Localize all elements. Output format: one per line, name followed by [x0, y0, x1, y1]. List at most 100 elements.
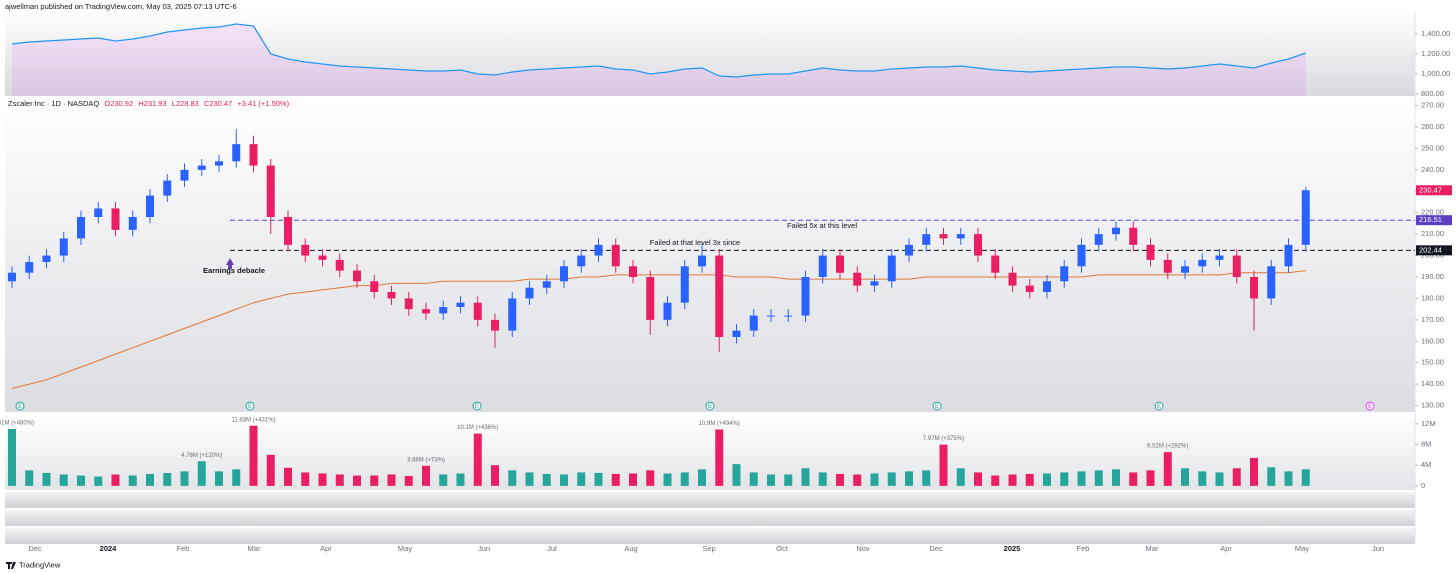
volume-bar: [1163, 452, 1172, 486]
y-tick-label: 140.00: [1421, 379, 1444, 388]
candle-body: [749, 315, 758, 331]
candle-body: [1146, 244, 1155, 260]
x-tick-label: Jun: [1372, 544, 1384, 553]
candle-body: [560, 266, 568, 282]
candle-body: [422, 309, 430, 314]
volume-bar: [128, 475, 137, 486]
legend: Zscaler Inc · 1D · NASDAQ O230.92 H231.9…: [8, 99, 290, 108]
candle-body: [1181, 266, 1189, 273]
candle-body: [870, 281, 879, 286]
candle-body: [1077, 244, 1086, 267]
volume-bar: [646, 470, 655, 486]
level-label: 202.44: [1419, 245, 1442, 254]
volume-bar: [439, 474, 448, 486]
y-tick-label: 1,200.00: [1421, 49, 1450, 58]
volume-bar: [715, 429, 724, 486]
volume-bar: [594, 472, 603, 486]
candle-body: [284, 217, 292, 245]
volume-bar: [163, 472, 172, 486]
candle-body: [59, 238, 68, 256]
volume-bar: [59, 474, 68, 486]
volume-bar: [25, 470, 34, 486]
event-marker: [1154, 401, 1164, 411]
candle-body: [542, 281, 551, 288]
candle-body: [611, 244, 620, 267]
candle-body: [1250, 277, 1258, 299]
indicator-area: [12, 24, 1306, 96]
volume-bar: [266, 454, 275, 486]
volume-bar: [905, 471, 913, 486]
volume-bar: [370, 475, 379, 486]
volume-bar: [1008, 474, 1017, 486]
candle-body: [1043, 281, 1051, 292]
y-tick-label: 240.00: [1421, 165, 1444, 174]
candle-body: [646, 277, 655, 320]
candle-body: [146, 195, 154, 217]
y-tick-label: 160.00: [1421, 336, 1444, 345]
y-tick-label: 12M: [1421, 419, 1436, 428]
candle-body: [473, 302, 482, 320]
volume-bar: [1267, 467, 1276, 486]
candle-body: [1215, 255, 1224, 260]
moving-average: [11, 270, 1306, 389]
candle-body: [318, 255, 327, 260]
y-tick-label: 260.00: [1421, 122, 1444, 131]
volume-bar: [422, 465, 430, 486]
y-tick-label: 210.00: [1421, 229, 1444, 238]
volume-bar: [801, 468, 810, 486]
candle-body: [525, 287, 534, 299]
volume-annotation: 6.52M (+292%): [1147, 444, 1188, 450]
volume-bar: [1025, 473, 1034, 486]
event-marker-label: E: [708, 404, 712, 410]
volume-bar: [42, 472, 51, 486]
candle-body: [836, 255, 844, 273]
x-tick-label: Feb: [1077, 544, 1090, 553]
volume-bar: [508, 470, 517, 486]
volume-bar: [1060, 472, 1069, 486]
candle-body: [853, 272, 862, 286]
volume-bar: [853, 474, 862, 486]
volume-bar: [1284, 471, 1293, 486]
brand: TradingView: [19, 560, 61, 569]
volume-bar: [318, 473, 327, 486]
volume-bar: [732, 464, 741, 486]
candle-body: [301, 244, 310, 256]
candle-body: [353, 270, 361, 282]
level-tag: [1416, 215, 1452, 226]
volume-bar: [577, 472, 586, 486]
volume-bar: [836, 473, 844, 486]
candle-body: [732, 330, 741, 337]
candle-body: [801, 277, 810, 316]
candle-body: [767, 315, 775, 317]
x-tick-label: Oct: [776, 544, 789, 553]
volume-bar: [111, 474, 120, 486]
x-tick-label: Mar: [1146, 544, 1159, 553]
volume-bar: [629, 473, 637, 486]
volume-bar: [404, 476, 413, 486]
candle-body: [939, 234, 948, 239]
candle-body: [1301, 190, 1310, 245]
volume-bar: [525, 472, 534, 486]
volume-annotation: 10.1M (+436%): [457, 425, 498, 431]
volume-bar: [542, 473, 551, 486]
candle-body: [387, 292, 396, 299]
x-tick-label: May: [398, 544, 412, 553]
volume-bar: [767, 474, 775, 486]
event-marker-label: E: [18, 404, 22, 410]
event-marker: [245, 401, 255, 411]
legend-low: L228.83: [172, 99, 199, 108]
event-marker-label: E: [248, 404, 252, 410]
candle-body: [1094, 234, 1103, 245]
candle-body: [956, 234, 965, 239]
candle-body: [680, 266, 689, 303]
y-tick-label: 4M: [1421, 460, 1431, 469]
candle-body: [404, 298, 413, 310]
candle-body: [370, 281, 379, 292]
candle-body: [922, 234, 931, 245]
brand-logo: [6, 562, 16, 569]
volume-bar: [8, 428, 16, 486]
y-tick-label: 130.00: [1421, 401, 1444, 410]
candle-body: [974, 234, 982, 256]
